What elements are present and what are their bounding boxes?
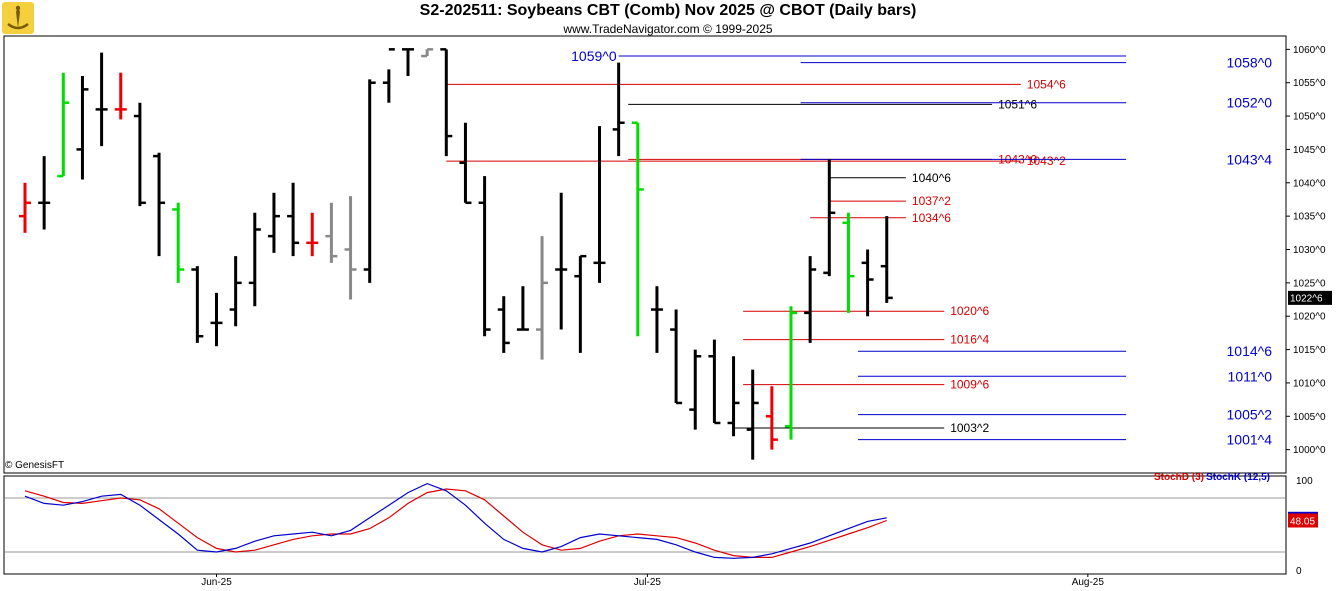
level-label: 1016^4 bbox=[950, 333, 989, 347]
price-panel-frame bbox=[3, 35, 1287, 474]
level-label: 1058^0 bbox=[1227, 55, 1273, 71]
stoch-series-line bbox=[24, 488, 887, 559]
level-label: 1003^2 bbox=[950, 421, 989, 435]
price-tick-label: 1010^0 bbox=[1293, 378, 1326, 389]
time-tick-label: Jul-25 bbox=[634, 577, 662, 588]
chart-title: S2-202511: Soybeans CBT (Comb) Nov 2025 … bbox=[419, 2, 917, 19]
stoch-tick-label: 100 bbox=[1296, 476, 1313, 487]
level-label: 1054^6 bbox=[1027, 77, 1066, 91]
watermark: © GenesisFT bbox=[5, 460, 64, 471]
level-label: 1059^0 bbox=[571, 48, 617, 64]
price-tick-label: 1015^0 bbox=[1293, 345, 1326, 356]
time-axis: Jun-25 Jul-25 Aug-25 bbox=[201, 574, 1104, 588]
level-label: 1043^4 bbox=[1227, 151, 1273, 167]
level-label: 1011^0 bbox=[1228, 368, 1273, 384]
time-tick-label: Jun-25 bbox=[201, 577, 232, 588]
stoch-legend-entry: StochK (12,5) bbox=[1206, 472, 1270, 483]
last-price-label: 1022^6 bbox=[1290, 293, 1323, 304]
price-tick-label: 1055^0 bbox=[1293, 78, 1326, 89]
price-tick-label: 1040^0 bbox=[1293, 178, 1326, 189]
price-tick-label: 1005^0 bbox=[1293, 412, 1326, 423]
level-label: 1037^2 bbox=[912, 194, 951, 208]
stochastic-panel-frame bbox=[3, 475, 1287, 575]
price-tick-label: 1025^0 bbox=[1293, 278, 1326, 289]
price-tick-label: 1030^0 bbox=[1293, 245, 1326, 256]
price-tick-label: 1000^0 bbox=[1293, 445, 1326, 456]
stochd-last-label: 48.05 bbox=[1290, 517, 1315, 528]
stoch-legend-entry: StochD (3) bbox=[1154, 472, 1204, 483]
chart-subtitle: www.TradeNavigator.com © 1999-2025 bbox=[563, 22, 773, 36]
level-label: 1040^6 bbox=[912, 171, 951, 185]
level-label: 1043^2 bbox=[1027, 154, 1066, 168]
price-panel: 1054^61051^61043^01043^21040^61037^21034… bbox=[3, 35, 1287, 474]
last-price-box bbox=[1288, 290, 1332, 305]
level-label: 1005^2 bbox=[1227, 407, 1273, 423]
price-tick-label: 1050^0 bbox=[1293, 112, 1326, 123]
level-label: 1034^6 bbox=[912, 211, 951, 225]
trade-navigator-logo-icon bbox=[2, 2, 34, 34]
price-axis: 1000^0 1005^0 1010^0 1015^0 1020^0 1025^0 1030… bbox=[1286, 45, 1332, 456]
level-label: 1051^6 bbox=[998, 97, 1037, 111]
level-label: 1014^6 bbox=[1227, 343, 1273, 359]
stochastic-panel: 100 0 StochK (12,5)StochD (3) 48.05 bbox=[3, 472, 1318, 577]
level-label: 1020^6 bbox=[950, 304, 989, 318]
stochd-last-box bbox=[1288, 513, 1318, 528]
price-tick-label: 1020^0 bbox=[1293, 312, 1326, 323]
stoch-series-line bbox=[24, 482, 887, 559]
time-tick-label: Aug-25 bbox=[1072, 577, 1105, 588]
price-tick-label: 1045^0 bbox=[1293, 145, 1326, 156]
price-tick-label: 1035^0 bbox=[1293, 212, 1326, 223]
level-label: 1009^6 bbox=[950, 378, 989, 392]
price-tick-label: 1060^0 bbox=[1293, 45, 1326, 56]
level-label: 1052^0 bbox=[1227, 95, 1273, 111]
level-label: 1001^4 bbox=[1227, 432, 1273, 448]
stoch-tick-label: 0 bbox=[1296, 566, 1302, 577]
